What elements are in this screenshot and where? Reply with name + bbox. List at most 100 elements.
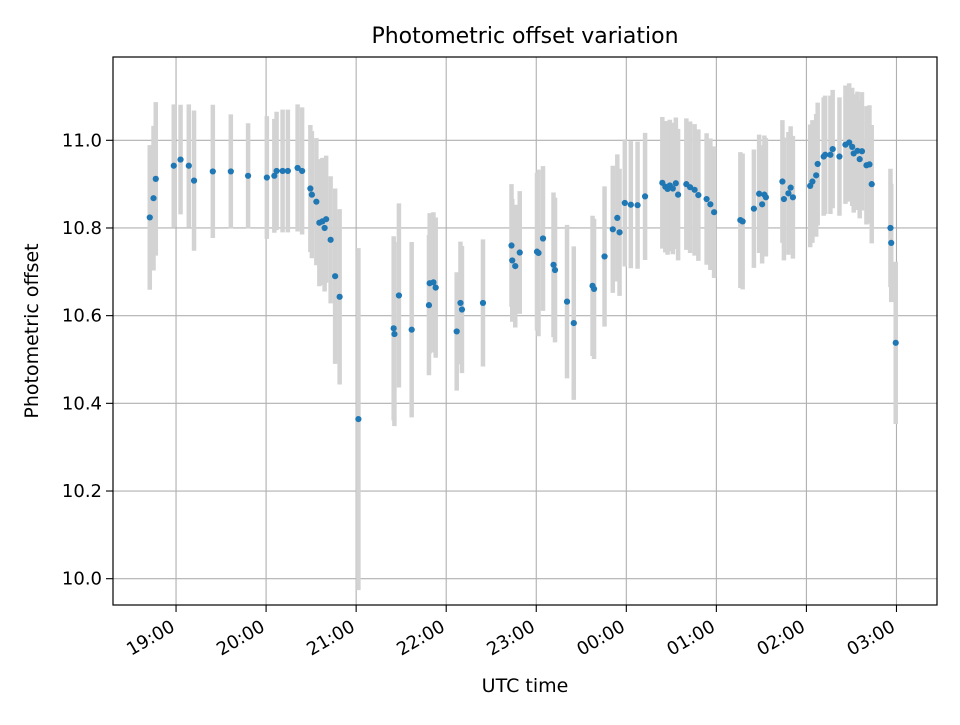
data-point xyxy=(308,191,315,198)
data-point xyxy=(674,191,682,198)
data-point xyxy=(868,181,875,188)
data-point xyxy=(390,325,397,332)
data-point xyxy=(299,167,306,175)
data-point xyxy=(707,201,714,208)
data-point xyxy=(780,195,788,203)
data-point xyxy=(711,209,718,216)
data-point xyxy=(170,162,177,169)
data-point xyxy=(453,328,460,335)
x-axis-label: UTC time xyxy=(482,675,569,697)
data-point xyxy=(227,168,234,175)
data-point xyxy=(321,224,328,232)
data-point xyxy=(695,191,702,199)
data-point xyxy=(621,199,628,207)
data-point xyxy=(888,239,895,246)
data-point xyxy=(244,172,252,179)
data-point xyxy=(609,226,616,233)
data-point xyxy=(408,326,415,333)
data-point xyxy=(307,185,314,192)
data-point xyxy=(634,202,641,209)
data-point xyxy=(614,214,621,221)
chart-title: Photometric offset variation xyxy=(371,24,678,49)
data-point xyxy=(185,162,192,169)
y-tick-label: 10.4 xyxy=(62,393,102,414)
data-point xyxy=(313,198,320,205)
data-point xyxy=(756,190,763,197)
data-point xyxy=(601,253,608,260)
data-point xyxy=(789,194,797,201)
data-point xyxy=(750,205,757,212)
data-point xyxy=(590,285,598,293)
data-point xyxy=(355,416,362,423)
data-point xyxy=(279,167,286,175)
data-point xyxy=(512,263,519,270)
data-point xyxy=(152,175,159,182)
data-point xyxy=(332,273,339,280)
data-point xyxy=(672,180,679,187)
data-point xyxy=(395,292,403,299)
data-point xyxy=(430,279,437,286)
data-point xyxy=(535,249,542,257)
data-point xyxy=(550,261,557,268)
y-axis-label: Photometric offset xyxy=(21,243,43,418)
data-point xyxy=(849,143,856,150)
data-point xyxy=(539,235,547,242)
data-point xyxy=(294,164,301,172)
data-point xyxy=(846,139,853,146)
data-point xyxy=(457,299,464,307)
data-point xyxy=(616,229,623,236)
data-point xyxy=(739,218,746,225)
data-point xyxy=(785,190,792,197)
y-tick-label: 11.0 xyxy=(62,130,102,151)
data-point xyxy=(866,161,873,168)
data-point xyxy=(759,201,766,208)
data-point xyxy=(829,145,836,153)
data-point xyxy=(190,177,198,184)
data-point xyxy=(563,298,571,305)
data-point xyxy=(887,224,894,232)
data-point xyxy=(271,172,278,179)
data-point xyxy=(779,178,786,185)
data-point xyxy=(284,167,291,175)
data-point xyxy=(762,194,769,201)
data-point xyxy=(854,147,861,154)
data-point xyxy=(273,167,280,175)
data-point xyxy=(856,156,863,163)
data-point xyxy=(508,242,515,249)
data-point xyxy=(146,214,153,221)
data-point xyxy=(809,178,816,185)
grid xyxy=(113,57,937,605)
data-point xyxy=(570,320,577,327)
data-point xyxy=(814,160,821,168)
plot-frame xyxy=(112,56,938,606)
y-tick-label: 10.2 xyxy=(62,481,102,502)
data-point xyxy=(336,293,343,300)
data-point xyxy=(703,195,710,203)
data-point xyxy=(327,236,334,243)
data-point xyxy=(892,339,899,346)
data-point xyxy=(822,151,829,158)
y-tick-label: 10.6 xyxy=(62,306,102,327)
data-point xyxy=(509,257,516,264)
y-tick-label: 10.8 xyxy=(62,218,102,239)
data-point xyxy=(479,299,487,307)
y-axis-ticks: 10.0 10.2 10.4 10.6 10.8 11.0 xyxy=(62,130,113,590)
data-point xyxy=(177,156,184,163)
data-point xyxy=(627,201,634,208)
data-point xyxy=(458,306,466,313)
data-point xyxy=(432,284,439,291)
data-point xyxy=(787,184,794,191)
y-tick-label: 10.0 xyxy=(62,569,102,590)
data-point xyxy=(669,185,676,192)
data-points xyxy=(146,139,899,423)
data-point xyxy=(836,153,843,160)
data-point xyxy=(641,193,649,200)
data-point xyxy=(551,266,559,274)
data-point xyxy=(858,148,866,155)
data-point xyxy=(263,174,270,181)
data-point xyxy=(391,330,398,338)
data-point xyxy=(516,249,523,256)
